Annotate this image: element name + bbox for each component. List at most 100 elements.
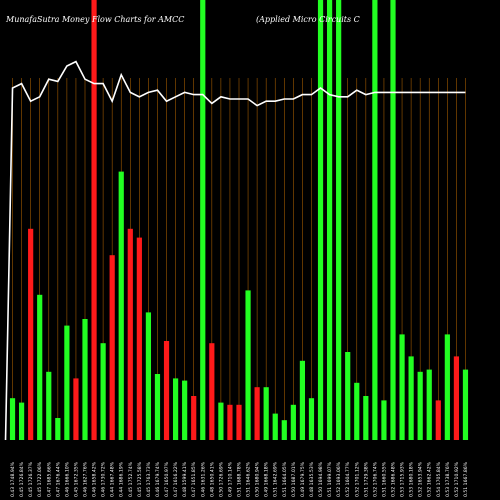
chart-title-left: MunafaSutra Money Flow Charts for AMCC <box>5 15 184 24</box>
money-flow-bar <box>245 290 251 440</box>
money-flow-bar <box>136 237 142 440</box>
money-flow-bar <box>200 0 206 440</box>
money-flow-bar <box>227 404 233 440</box>
money-flow-bar <box>182 380 188 440</box>
tick-label: 0.49 1710.14% <box>227 461 233 497</box>
money-flow-bar <box>18 402 25 440</box>
tick-label: 0.45 1726.84% <box>19 461 25 497</box>
tick-label: 0.46 1730.72% <box>101 461 107 497</box>
tick-label: 0.45 1752.74% <box>128 461 134 497</box>
tick-label: 0.46 1658.42% <box>92 461 98 497</box>
tick-label: 0.43 1748.94% <box>10 461 16 497</box>
tick-label: 0.47 1651.85% <box>191 461 197 497</box>
money-flow-bar <box>372 0 378 440</box>
tick-label: 0.45 1722.06% <box>37 461 43 497</box>
money-flow-bar <box>118 171 124 440</box>
tick-label: 0.51 1699.07% <box>327 461 333 497</box>
money-flow-bar <box>453 356 460 440</box>
tick-label: 0.52 1710.92% <box>454 461 460 497</box>
tick-label: 0.45 1725.58% <box>137 461 143 497</box>
money-flow-bar <box>145 312 152 440</box>
money-flow-bar <box>299 360 306 440</box>
tick-label: 0.46 1666.10% <box>64 461 70 497</box>
money-flow-bar <box>317 0 324 440</box>
money-flow-bar <box>326 0 333 440</box>
money-flow-bar <box>209 343 215 440</box>
tick-label: 0.53 1738.76% <box>445 461 451 497</box>
tick-label: 0.48 1650.41% <box>209 461 215 497</box>
money-flow-bar <box>73 378 79 440</box>
tick-label: 0.53 1715.93% <box>400 461 406 497</box>
money-flow-bar <box>345 352 351 440</box>
money-flow-bar <box>218 402 224 440</box>
tick-label: 0.52 1693.06% <box>336 461 342 497</box>
money-flow-bar <box>191 396 197 440</box>
money-flow-bar <box>127 228 133 440</box>
tick-label: 0.50 1680.94% <box>255 461 261 497</box>
tick-label: 0.51 1729.38% <box>363 461 369 497</box>
money-flow-bar <box>100 343 106 440</box>
tick-label: 0.49 1668.18% <box>264 461 270 497</box>
tick-label: 0.46 1631.26% <box>200 461 206 497</box>
money-flow-bar <box>381 400 387 440</box>
money-flow-bar <box>82 319 88 440</box>
money-flow-bar <box>28 228 34 440</box>
money-flow-bar <box>462 369 469 440</box>
money-flow-bar <box>236 404 242 440</box>
tick-label: 0.45 1672.35% <box>73 461 79 497</box>
money-flow-bar <box>444 334 450 440</box>
tick-label: 0.44 1667.48% <box>110 461 116 497</box>
tick-label: 0.53 1680.18% <box>409 461 415 497</box>
tick-label: 0.48 1599.41% <box>182 461 188 497</box>
money-flow-bar <box>354 382 360 440</box>
tick-label: 0.47 1616.22% <box>173 461 179 497</box>
tick-label: 0.46 1627.76% <box>83 461 89 497</box>
money-flow-bar <box>336 0 342 440</box>
tick-label: 0.51 1667.86% <box>463 461 469 497</box>
money-flow-bar <box>390 0 396 440</box>
chart-title-right: (Applied Micro Circuits C <box>256 15 360 24</box>
money-flow-bar <box>281 420 287 440</box>
tick-label: 0.45 1763.73% <box>146 461 152 497</box>
money-flow-bar <box>408 356 414 440</box>
tick-label: 0.54 1705.84% <box>436 461 442 497</box>
money-flow-bar <box>290 404 296 440</box>
tick-label: 0.47 1685.66% <box>46 461 52 497</box>
money-flow-bar <box>399 334 405 440</box>
tick-label: 0.48 1635.53% <box>309 461 315 497</box>
money-flow-bar <box>91 0 97 440</box>
money-flow-bar <box>9 398 16 440</box>
tick-label: 0.47 1650.97% <box>164 461 170 497</box>
money-flow-bar <box>55 418 61 440</box>
money-flow-bar <box>426 369 432 440</box>
tick-label: 0.51 1660.55% <box>381 461 387 497</box>
tick-label: 0.52 1686.48% <box>391 461 397 497</box>
money-flow-bar <box>163 341 170 440</box>
tick-label: 0.52 1706.74% <box>372 461 378 497</box>
tick-label: 0.51 1646.62% <box>246 461 252 497</box>
tick-label: 0.44 1686.19% <box>119 461 125 497</box>
price-line <box>4 60 466 441</box>
money-flow-bar <box>172 378 179 440</box>
money-flow-bar <box>435 400 441 440</box>
money-flow-bar <box>263 387 269 440</box>
tick-label: 0.52 1662.42% <box>427 461 433 497</box>
tick-label: 0.52 1701.12% <box>354 461 360 497</box>
money-flow-bar <box>109 255 115 440</box>
money-flow-bar <box>363 396 369 440</box>
money-flow-bars <box>9 0 469 440</box>
x-tick-labels: 0.43 1748.94% 0.45 1726.84% 0.45 1726.37% 0… <box>10 461 469 497</box>
tick-label: 0.47 1676.44% <box>55 461 61 497</box>
money-flow-bar <box>37 294 43 440</box>
tick-label: 0.45 1726.37% <box>28 461 34 497</box>
money-flow-bar <box>417 371 423 440</box>
tick-label: 0.51 1642.69% <box>273 461 279 497</box>
tick-label: 0.51 1688.78% <box>237 461 243 497</box>
money-flow-bar <box>272 413 278 440</box>
price-line-layer <box>4 60 466 441</box>
tick-label: 0.52 1604.77% <box>345 461 351 497</box>
money-flow-bar <box>254 387 260 440</box>
tick-label: 0.50 1687.01% <box>291 461 297 497</box>
money-flow-bar <box>308 398 315 440</box>
